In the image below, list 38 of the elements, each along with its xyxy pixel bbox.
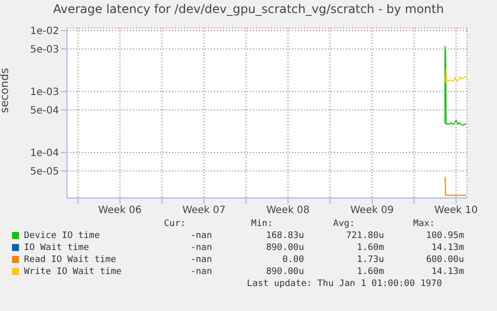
x-tick-label: Week 08: [266, 205, 310, 216]
x-tick-label: Week 06: [98, 205, 142, 216]
text: Min:: [250, 218, 274, 230]
text: 1.73u: [356, 254, 384, 266]
text: 1.60m: [356, 266, 384, 278]
text: 0.00: [281, 254, 304, 266]
legend-label: Read IO Wait time: [24, 254, 118, 266]
text: 600.00u: [425, 254, 464, 266]
y-tick-label: 1e-02: [30, 26, 59, 38]
text: 100.95m: [425, 230, 464, 242]
text: 14.13m: [430, 266, 464, 278]
y-tick-label: 1e-04: [30, 148, 59, 160]
x-tick-label: Week 10: [434, 205, 478, 216]
text: Avg:: [332, 218, 356, 230]
text: 168.83u: [265, 230, 304, 242]
legend-label: Write IO Wait time: [24, 266, 123, 278]
legend-label: IO Wait time: [24, 242, 90, 254]
x-tick-label: Week 07: [182, 205, 226, 216]
text: Max:: [412, 218, 436, 230]
text: Last update: Thu Jan 1 01:00:00 1970: [246, 278, 443, 290]
text: 721.80u: [345, 230, 384, 242]
x-tick-label: Week 09: [350, 205, 394, 216]
chart-title: Average latency for /dev/dev_gpu_scratch_vg/scratch - by month: [52, 2, 445, 16]
text: 890.00u: [265, 266, 304, 278]
text: 1.60m: [356, 242, 384, 254]
text: -nan: [189, 266, 213, 278]
y-tick-label: 5e-03: [30, 44, 59, 56]
text: 890.00u: [265, 242, 304, 254]
y-tick-label: 5e-05: [30, 166, 59, 178]
y-tick-label: 1e-03: [30, 87, 59, 98]
text: -nan: [189, 254, 213, 266]
y-axis-title: seconds: [0, 68, 11, 113]
legend-label: Device IO time: [24, 230, 101, 242]
text: 14.13m: [430, 242, 464, 254]
text: Cur:: [164, 218, 187, 230]
text: -nan: [189, 242, 213, 254]
y-tick-label: 5e-04: [30, 105, 59, 116]
text: -nan: [189, 230, 213, 242]
